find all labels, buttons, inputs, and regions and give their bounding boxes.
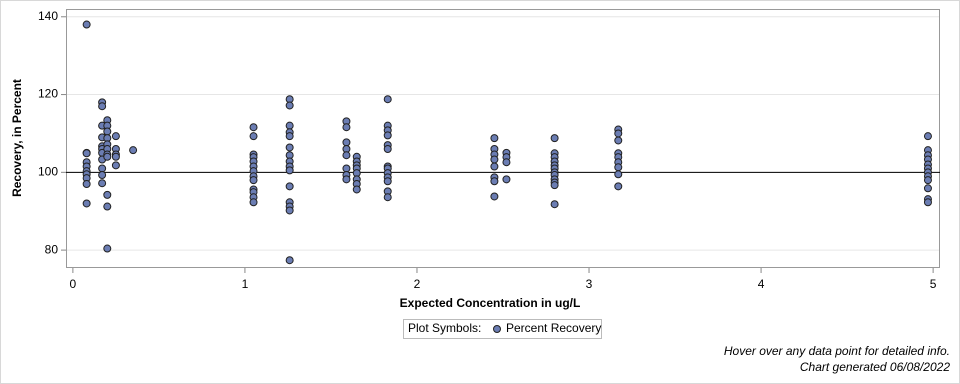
data-point [285, 206, 294, 215]
data-point [111, 152, 120, 161]
data-point [285, 143, 294, 152]
data-point [923, 184, 932, 193]
data-point [490, 134, 499, 143]
data-point [923, 198, 932, 207]
data-point [285, 101, 294, 110]
y-tick-label: 100 [38, 165, 58, 179]
data-point [285, 166, 294, 175]
data-point [614, 129, 623, 138]
footnote: Chart generated 06/08/2022 [800, 360, 950, 374]
data-point [614, 163, 623, 172]
legend-box [403, 319, 602, 339]
y-axis-label: Recovery, in Percent [10, 79, 24, 197]
data-point [103, 152, 112, 161]
data-point [82, 149, 91, 158]
data-point [923, 176, 932, 185]
data-point [614, 170, 623, 179]
x-axis-label: Expected Concentration in ug/L [400, 296, 581, 310]
data-point [249, 198, 258, 207]
legend-title: Plot Symbols: [408, 321, 481, 335]
data-point [285, 182, 294, 191]
data-point [502, 158, 511, 167]
data-point [103, 244, 112, 253]
x-tick-label: 0 [70, 277, 77, 291]
data-point [490, 162, 499, 171]
data-point [285, 132, 294, 141]
y-tick-label: 80 [45, 242, 59, 256]
data-point [103, 202, 112, 211]
data-point [342, 164, 351, 173]
data-point [82, 199, 91, 208]
x-tick-label: 5 [930, 277, 937, 291]
data-point [614, 136, 623, 145]
legend-marker [493, 325, 501, 333]
data-point [285, 256, 294, 265]
data-point [383, 145, 392, 153]
data-point [550, 181, 559, 190]
data-point [129, 146, 138, 155]
x-tick-label: 3 [586, 277, 593, 291]
data-point [249, 123, 258, 132]
data-point [98, 164, 107, 173]
data-point [342, 138, 351, 147]
data-point [383, 193, 392, 202]
data-point [502, 175, 511, 184]
data-point [490, 177, 499, 186]
data-point [98, 102, 107, 111]
y-tick-label: 120 [38, 87, 58, 101]
data-point [550, 200, 559, 209]
x-tick-label: 2 [414, 277, 421, 291]
data-point [490, 155, 499, 164]
plot-frame [66, 9, 940, 268]
data-point [342, 151, 351, 160]
data-point [614, 182, 623, 191]
data-point [249, 176, 258, 185]
x-tick-label: 4 [758, 277, 765, 291]
data-point [342, 123, 351, 132]
data-point [249, 132, 258, 141]
footnote: Hover over any data point for detailed i… [724, 344, 950, 358]
data-point [82, 20, 91, 29]
data-point [285, 121, 294, 130]
data-point [352, 185, 361, 194]
data-point [103, 190, 112, 199]
y-tick-label: 140 [38, 9, 58, 23]
x-tick-label: 1 [242, 277, 249, 291]
data-point [111, 132, 120, 141]
legend-label: Percent Recovery [506, 321, 601, 335]
data-point [923, 132, 932, 141]
data-point [103, 127, 112, 136]
data-point [82, 180, 91, 188]
data-point [383, 177, 392, 186]
data-point [383, 95, 392, 104]
data-point [383, 131, 392, 140]
data-point [98, 179, 107, 188]
data-point [342, 175, 351, 184]
data-point [111, 161, 120, 170]
data-point [98, 171, 107, 180]
data-point [490, 192, 499, 201]
data-point [550, 134, 559, 143]
